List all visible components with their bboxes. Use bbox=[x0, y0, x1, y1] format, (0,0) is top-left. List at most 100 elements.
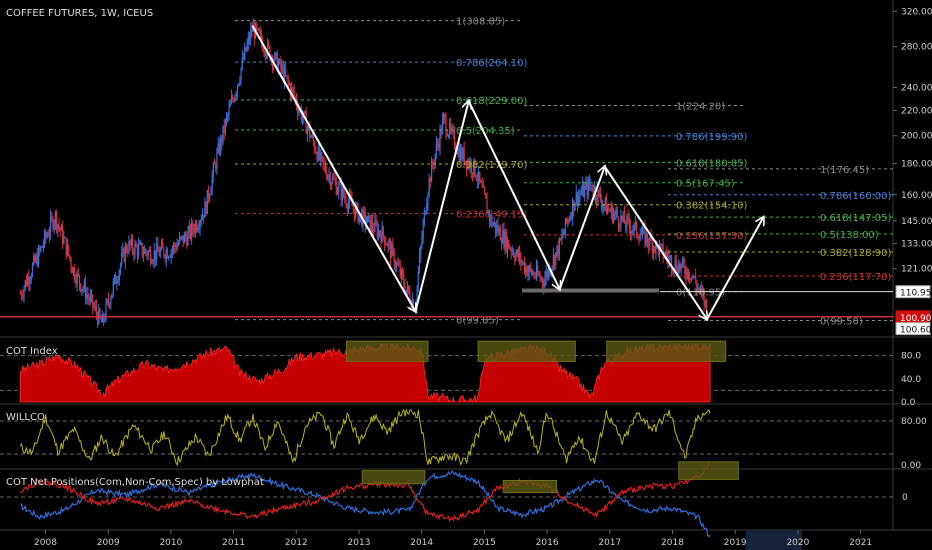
candle-body bbox=[144, 249, 146, 254]
candle-body bbox=[529, 266, 532, 270]
candle-body bbox=[219, 137, 222, 154]
candle-body bbox=[274, 53, 276, 61]
cot-index-panel bbox=[0, 340, 893, 404]
fib-level-label: 0(99.85) bbox=[456, 316, 499, 327]
candle-body bbox=[310, 136, 312, 138]
candle-body bbox=[81, 289, 83, 292]
year-tick-label: 2020 bbox=[786, 538, 809, 548]
candle-body bbox=[174, 244, 176, 248]
candle-body bbox=[100, 317, 102, 323]
candle-body bbox=[89, 295, 91, 301]
candle-body bbox=[154, 250, 157, 260]
year-tick-label: 2014 bbox=[410, 538, 433, 548]
candle-body bbox=[258, 28, 260, 33]
candle-body bbox=[616, 210, 618, 218]
candle-body bbox=[664, 252, 667, 257]
candle-body bbox=[479, 171, 481, 181]
candle-body bbox=[574, 203, 576, 211]
candle-body bbox=[25, 280, 28, 286]
candle-body bbox=[22, 295, 24, 297]
candle-body bbox=[681, 259, 683, 265]
candle-body bbox=[375, 220, 377, 225]
candle-body bbox=[437, 143, 439, 145]
candle-body bbox=[558, 238, 560, 256]
candle-body bbox=[639, 235, 641, 241]
highlight-zone bbox=[361, 470, 426, 485]
candle-body bbox=[336, 191, 339, 195]
candle-body bbox=[133, 250, 135, 255]
candle-body bbox=[403, 275, 405, 286]
candle-body bbox=[391, 244, 393, 259]
candle-body bbox=[592, 190, 594, 195]
candle-body bbox=[514, 256, 516, 260]
candle-body bbox=[213, 163, 216, 165]
candle-body bbox=[369, 215, 371, 232]
candle-body bbox=[257, 28, 259, 30]
price-tag-box bbox=[895, 322, 931, 336]
candle-body bbox=[289, 85, 292, 96]
candle-body bbox=[488, 210, 491, 221]
willco-tick-label: 0.00 bbox=[901, 461, 921, 471]
candle-body bbox=[124, 246, 126, 262]
candle-body bbox=[568, 219, 570, 221]
candle-body bbox=[531, 269, 533, 275]
candle-body bbox=[404, 285, 406, 294]
candle-body bbox=[145, 249, 147, 253]
year-tick-label: 2018 bbox=[661, 538, 684, 548]
net-position-line bbox=[20, 470, 711, 538]
candle-body bbox=[77, 272, 79, 275]
candle-body bbox=[457, 147, 459, 155]
candle-body bbox=[181, 235, 183, 238]
candle-body bbox=[504, 231, 506, 248]
candle-body bbox=[605, 197, 608, 215]
candle-body bbox=[508, 240, 510, 249]
year-tick-label: 2021 bbox=[849, 538, 872, 548]
candle-body bbox=[635, 221, 638, 236]
candle-body bbox=[493, 222, 495, 225]
candle-body bbox=[355, 205, 357, 218]
candle-body bbox=[247, 36, 249, 44]
candle-body bbox=[478, 171, 480, 181]
candle-body bbox=[527, 272, 529, 276]
candle-body bbox=[453, 131, 456, 148]
candle-body bbox=[439, 128, 441, 149]
candle-body bbox=[379, 230, 381, 235]
candle-body bbox=[29, 279, 31, 284]
candle-body bbox=[674, 259, 676, 271]
candle-body bbox=[392, 244, 394, 250]
year-tick-label: 2013 bbox=[348, 538, 371, 548]
candle-body bbox=[582, 184, 585, 197]
fib-level-label: 0(110.95) bbox=[676, 288, 725, 299]
candle-body bbox=[438, 144, 440, 149]
candle-body bbox=[309, 126, 311, 138]
candle-body bbox=[33, 256, 35, 265]
candle-body bbox=[157, 243, 159, 252]
candle-body bbox=[139, 243, 141, 245]
candle-body bbox=[705, 299, 708, 307]
price-tick-label: 320.00 bbox=[901, 7, 932, 17]
candle-body bbox=[55, 212, 58, 230]
price-tick-label: 133.00 bbox=[901, 240, 932, 250]
candle-body bbox=[588, 180, 591, 186]
candle-body bbox=[324, 164, 327, 173]
candle-body bbox=[471, 172, 474, 175]
candle-body bbox=[625, 223, 627, 228]
candle-body bbox=[344, 196, 346, 199]
candle-body bbox=[281, 66, 283, 69]
price-tick-label: 220.00 bbox=[901, 106, 932, 116]
candle-body bbox=[236, 85, 239, 94]
candle-body bbox=[393, 249, 395, 266]
candle-body bbox=[346, 205, 348, 210]
candle-body bbox=[641, 227, 644, 234]
candle-body bbox=[547, 267, 550, 277]
candle-body bbox=[376, 224, 378, 237]
candle-body bbox=[238, 83, 240, 86]
candle-body bbox=[490, 217, 492, 221]
candle-body bbox=[645, 233, 647, 245]
candle-body bbox=[39, 248, 41, 251]
candle-body bbox=[187, 231, 189, 246]
cot-index-title: COT Index bbox=[6, 346, 58, 357]
candle-body bbox=[491, 217, 493, 226]
candle-body bbox=[123, 248, 125, 262]
candle-body bbox=[239, 80, 241, 84]
